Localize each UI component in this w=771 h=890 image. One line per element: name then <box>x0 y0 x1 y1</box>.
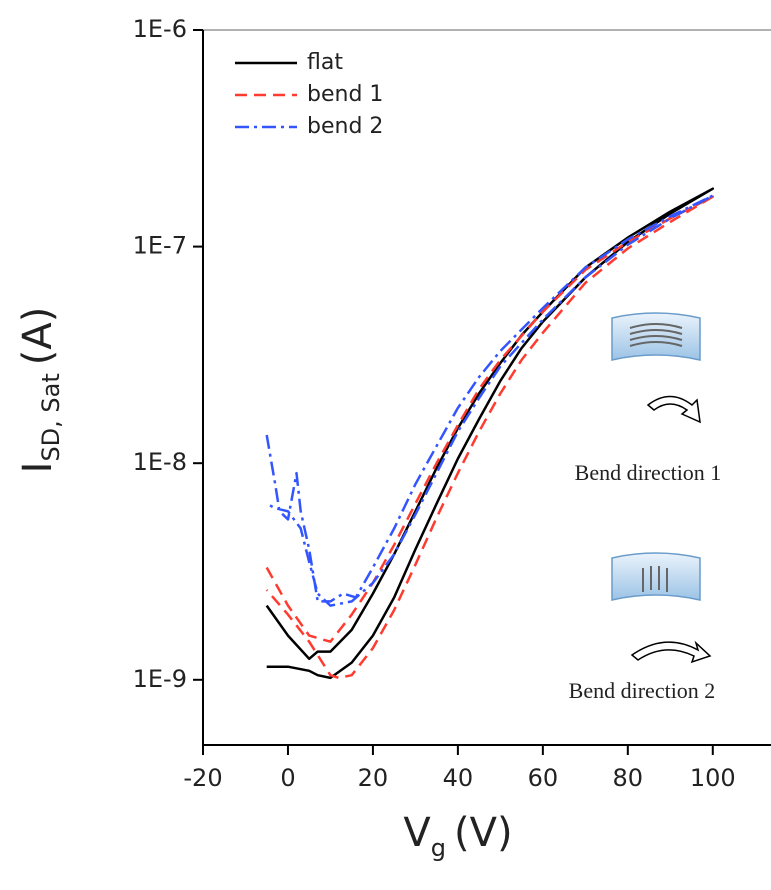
y-label-sub: SD, Sat <box>37 373 65 461</box>
legend-label: flat <box>307 50 343 75</box>
y-tick-label: 1E-7 <box>133 232 187 260</box>
legend-label: bend 1 <box>307 82 383 107</box>
x-axis-label: Vg (V) <box>403 810 512 862</box>
x-tick-label: 20 <box>358 764 389 792</box>
y-label-main: I <box>15 462 61 474</box>
x-label-unit: (V) <box>454 810 513 856</box>
x-tick-label: 0 <box>280 764 295 792</box>
series-line <box>265 195 715 680</box>
y-axis-label: ISD, Sat (A) <box>15 307 65 474</box>
x-tick-label: 100 <box>690 764 736 792</box>
x-tick-label: 80 <box>613 764 644 792</box>
inset-2 <box>611 552 712 664</box>
y-tick-label: 1E-9 <box>133 665 187 693</box>
inset-1 <box>611 312 701 424</box>
y-label-unit: (A) <box>15 307 61 366</box>
y-tick-label: 1E-6 <box>133 15 187 43</box>
y-tick-label: 1E-8 <box>133 448 187 476</box>
x-label-sub: g <box>431 834 446 862</box>
x-tick-label: 40 <box>443 764 474 792</box>
x-tick-label: -20 <box>183 764 222 792</box>
x-label-main: V <box>403 810 431 856</box>
annotation: Bend direction 2 <box>569 678 716 703</box>
series-line <box>265 187 715 680</box>
series-line <box>265 194 715 607</box>
x-tick-label: 60 <box>528 764 559 792</box>
legend-label: bend 2 <box>307 114 383 139</box>
annotation: Bend direction 1 <box>575 460 722 485</box>
